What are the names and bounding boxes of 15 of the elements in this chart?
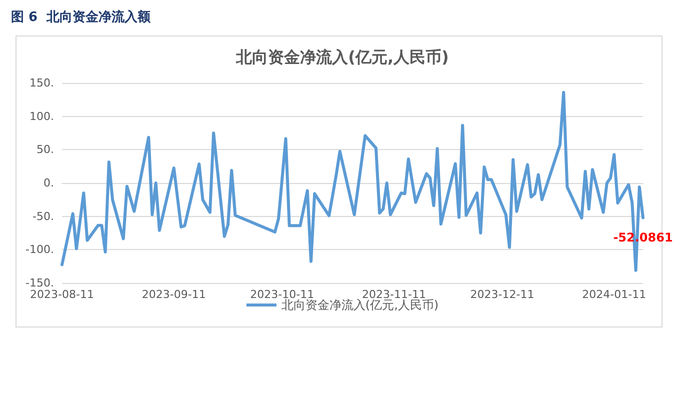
x-tick-label: 2023-09-11 (142, 288, 206, 301)
y-tick-label: 100. (30, 110, 54, 123)
x-tick-label: 2023-12-11 (470, 288, 534, 301)
y-tick-label: -150. (26, 276, 54, 290)
y-tick-label: -100. (26, 243, 54, 256)
y-tick-label: -50. (32, 210, 54, 223)
chart-title: 图 6 北向资金净流入额 (11, 9, 152, 25)
x-tick-label: 2024-01-11 (582, 288, 646, 301)
y-tick-label: 150. (30, 76, 54, 90)
chart-subtitle: 北向资金净流入(亿元,人民币) (235, 48, 449, 66)
x-tick-label: 2023-08-11 (30, 288, 94, 301)
legend-label: 北向资金净流入(亿元,人民币) (281, 298, 439, 312)
y-tick-label: 0. (44, 176, 54, 190)
x-tick-label: 2023-11-11 (362, 288, 426, 301)
y-tick-label: 50. (36, 143, 54, 156)
